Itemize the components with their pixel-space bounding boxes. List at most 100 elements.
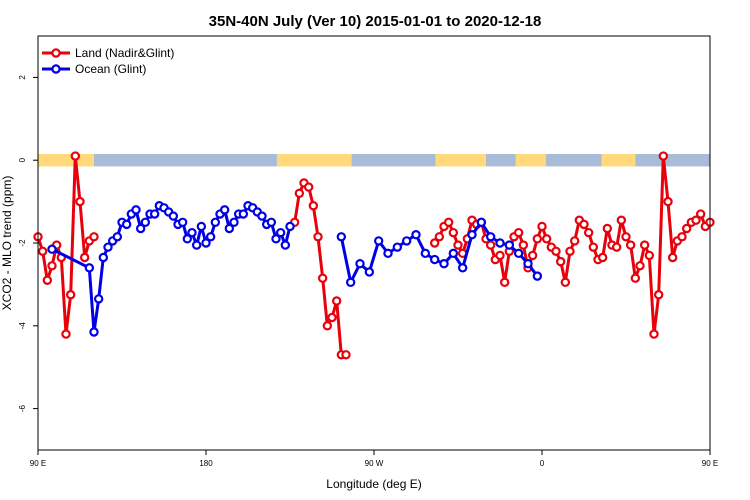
data-point bbox=[518, 240, 529, 250]
y-tick-label: 0 bbox=[18, 157, 27, 162]
data-point bbox=[210, 217, 221, 227]
legend-marker bbox=[51, 48, 61, 58]
data-point bbox=[98, 252, 109, 263]
data-point bbox=[140, 217, 151, 227]
data-point bbox=[196, 221, 207, 232]
y-axis: 2 0 -2 -4 -6 bbox=[18, 75, 38, 412]
data-point bbox=[266, 217, 277, 227]
data-point bbox=[187, 227, 197, 238]
data-point bbox=[317, 273, 328, 283]
data-point bbox=[597, 252, 608, 263]
data-point bbox=[499, 277, 510, 288]
series-line bbox=[433, 154, 711, 336]
data-point bbox=[70, 151, 81, 161]
data-point bbox=[135, 223, 146, 234]
data-point bbox=[695, 209, 706, 219]
series-layer bbox=[33, 151, 715, 360]
data-point bbox=[667, 252, 678, 263]
data-point bbox=[523, 259, 533, 269]
data-point bbox=[383, 248, 393, 259]
data-point bbox=[271, 234, 281, 244]
band-segment-ocean bbox=[94, 153, 277, 167]
data-point bbox=[448, 227, 459, 238]
data-point bbox=[583, 227, 594, 238]
data-point bbox=[112, 232, 123, 242]
data-point bbox=[495, 250, 505, 261]
band-segment-ocean bbox=[635, 153, 710, 167]
series-ocean bbox=[47, 201, 543, 337]
data-point bbox=[89, 327, 99, 337]
data-point bbox=[182, 234, 193, 244]
data-point bbox=[485, 240, 496, 250]
data-point bbox=[322, 321, 333, 331]
band-segment-land bbox=[276, 153, 352, 167]
chart-title: 35N-40N July (Ver 10) 2015-01-01 to 2020… bbox=[209, 13, 542, 30]
data-point bbox=[168, 211, 179, 221]
y-tick-label: -2 bbox=[18, 239, 27, 247]
data-point bbox=[65, 290, 76, 300]
data-point bbox=[103, 242, 113, 252]
data-point bbox=[457, 263, 468, 273]
data-point bbox=[294, 188, 305, 199]
data-point bbox=[588, 242, 599, 252]
data-point bbox=[229, 217, 239, 227]
data-point bbox=[681, 223, 692, 234]
data-point bbox=[555, 256, 566, 267]
band-segment-land bbox=[38, 153, 94, 167]
data-point bbox=[677, 232, 687, 242]
data-point bbox=[611, 242, 622, 252]
data-point bbox=[191, 240, 202, 250]
data-point bbox=[443, 217, 454, 227]
series-land bbox=[33, 151, 715, 360]
surface-band bbox=[38, 153, 710, 167]
data-point bbox=[224, 223, 235, 234]
band-segment-ocean bbox=[351, 153, 436, 167]
x-axis-label: Longitude (deg E) bbox=[326, 477, 421, 491]
data-point bbox=[579, 219, 589, 230]
data-point bbox=[42, 275, 53, 285]
data-point bbox=[513, 227, 524, 238]
x-tick-label: 0 bbox=[540, 459, 545, 468]
legend-marker bbox=[51, 64, 61, 74]
data-point bbox=[37, 246, 48, 256]
data-point bbox=[61, 329, 71, 339]
data-point bbox=[47, 244, 57, 254]
data-point bbox=[341, 350, 351, 360]
data-point bbox=[691, 215, 701, 225]
data-point bbox=[411, 230, 421, 240]
data-point bbox=[177, 217, 188, 227]
x-tick-label: 90 E bbox=[702, 459, 718, 468]
data-point bbox=[649, 329, 659, 339]
y-tick-label: -6 bbox=[18, 404, 27, 412]
data-point bbox=[495, 238, 505, 248]
data-point bbox=[467, 230, 477, 240]
data-point bbox=[149, 209, 160, 219]
data-point bbox=[429, 254, 440, 265]
data-point bbox=[75, 196, 85, 207]
data-point bbox=[630, 273, 641, 283]
data-point bbox=[313, 232, 323, 242]
data-point bbox=[569, 236, 580, 246]
data-point bbox=[392, 242, 403, 252]
legend-label: Land (Nadir&Glint) bbox=[75, 46, 174, 60]
data-point bbox=[257, 211, 267, 221]
data-point bbox=[658, 151, 669, 161]
band-segment-ocean bbox=[486, 153, 516, 167]
data-point bbox=[434, 232, 445, 242]
band-segment-land bbox=[435, 153, 486, 167]
data-point bbox=[336, 232, 347, 242]
data-point bbox=[448, 248, 459, 259]
x-axis: 90 E 180 90 W 0 90 E bbox=[30, 450, 718, 468]
y-axis-label: XCO2 - MLO trend (ppm) bbox=[0, 176, 14, 311]
y-tick-label: 2 bbox=[18, 75, 27, 80]
data-point bbox=[527, 250, 538, 261]
data-point bbox=[327, 312, 337, 323]
data-point bbox=[84, 263, 95, 273]
data-point bbox=[420, 248, 431, 259]
data-point bbox=[303, 182, 314, 192]
data-point bbox=[275, 227, 286, 238]
data-point bbox=[635, 261, 645, 271]
band-segment-ocean bbox=[545, 153, 602, 167]
series-line bbox=[293, 181, 346, 357]
